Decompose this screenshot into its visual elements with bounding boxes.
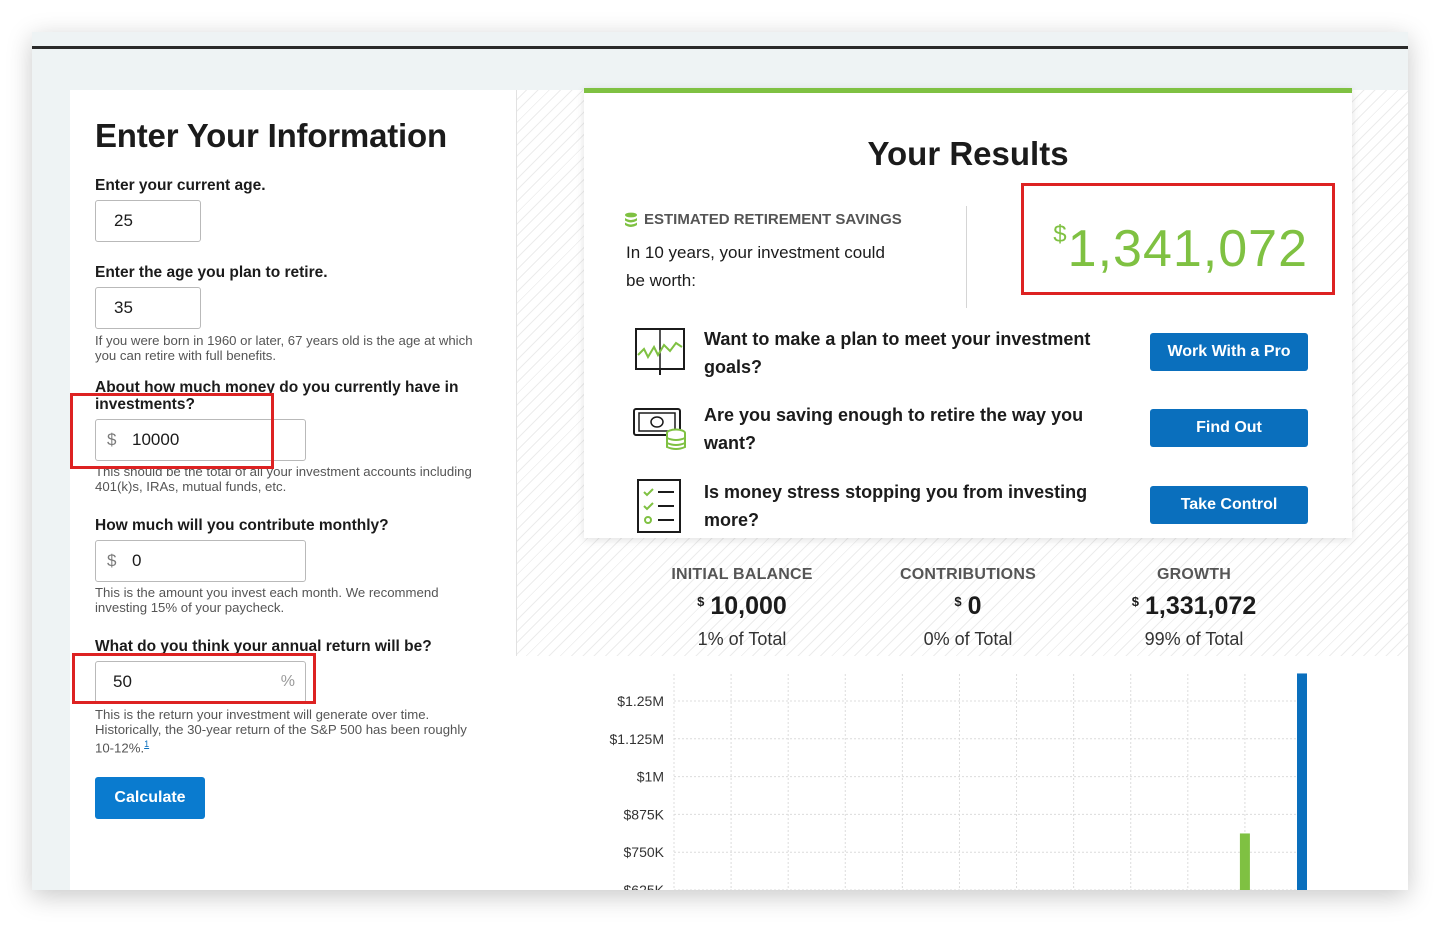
stat-heading: GROWTH	[1156, 566, 1232, 583]
total-amount: 1,341,072	[1067, 220, 1308, 278]
stat-value: $10,000	[622, 592, 862, 621]
return-value: 50	[113, 672, 132, 691]
chart-y-tick-label: $1.25M	[617, 693, 664, 709]
investments-value: 10000	[132, 430, 180, 449]
stat-percent: 1% of Total	[697, 629, 787, 649]
return-help-text: This is the return your investment will …	[95, 707, 467, 756]
chart-y-tick-label: $750K	[624, 844, 665, 860]
results-title: Your Results	[867, 135, 1069, 172]
retire-age-label: Enter the age you plan to retire.	[95, 264, 328, 281]
stat-amount: 1,331,072	[1145, 592, 1257, 620]
highlight-return	[72, 653, 316, 704]
chart-monitor-icon	[635, 328, 685, 375]
stat-heading: INITIAL BALANCE	[671, 566, 813, 583]
growth-chart-area: $1.25M $1.125M $1M $875K $750K $625K	[516, 656, 1408, 890]
footnote-link[interactable]: 1	[144, 739, 150, 749]
cta-row-stress: Is money stress stopping you from invest…	[632, 478, 1312, 538]
chart-y-tick-label: $625K	[624, 882, 665, 890]
work-with-a-pro-button[interactable]: Work With a Pro	[1150, 333, 1308, 371]
monthly-currency: $	[107, 551, 117, 570]
stat-contributions: CONTRIBUTIONS $0 0% of Total	[848, 566, 1088, 650]
chart-y-tick-label: $875K	[624, 806, 665, 822]
take-control-button[interactable]: Take Control	[1150, 486, 1308, 524]
current-age-value: 25	[114, 211, 133, 230]
stat-amount: 0	[967, 592, 982, 620]
growth-chart: $1.25M $1.125M $1M $875K $750K $625K	[610, 673, 1307, 890]
input-panel: Enter Your Information Enter your curren…	[70, 90, 517, 890]
results-divider	[966, 206, 967, 308]
stat-initial-balance: INITIAL BALANCE $10,000 1% of Total	[622, 566, 862, 650]
stat-value: $0	[848, 592, 1088, 621]
stat-percent: 99% of Total	[1144, 629, 1244, 649]
cta-row-plan: Want to make a plan to meet your investm…	[632, 325, 1312, 385]
app-window: Enter Your Information Enter your curren…	[32, 32, 1408, 890]
highlight-investments	[70, 393, 274, 469]
coins-icon	[625, 212, 637, 227]
chart-y-tick-label: $1.125M	[610, 731, 664, 747]
stat-growth: GROWTH $1,331,072 99% of Total	[1074, 566, 1314, 650]
estimated-savings-label: ESTIMATED RETIREMENT SAVINGS	[644, 211, 902, 228]
stat-value: $1,331,072	[1074, 592, 1314, 621]
top-rule	[32, 46, 1408, 49]
stat-currency: $	[697, 594, 705, 609]
find-out-button[interactable]: Find Out	[1150, 409, 1308, 447]
stat-currency: $	[1131, 594, 1139, 609]
stat-amount: 10,000	[710, 592, 787, 620]
cta-stress-question: Is money stress stopping you from invest…	[704, 482, 1088, 530]
estimated-savings-heading: ESTIMATED RETIREMENT SAVINGS	[624, 211, 902, 228]
calculate-button[interactable]: Calculate	[95, 777, 205, 819]
cta-saving-question: Are you saving enough to retire the way …	[704, 405, 1084, 453]
retire-age-input[interactable]: 35	[95, 287, 201, 329]
stat-currency: $	[954, 594, 962, 609]
chart-bar[interactable]	[1239, 833, 1250, 890]
return-label: What do you think your annual return wil…	[95, 638, 432, 655]
current-age-input[interactable]: 25	[95, 200, 201, 242]
results-card: Your Results ESTIMATED RETIREMENT SAVING…	[584, 88, 1352, 538]
total-value: $1,341,072	[1053, 219, 1308, 279]
estimated-savings-text: In 10 years, your investment could be wo…	[626, 243, 885, 290]
highlight-total	[1021, 183, 1335, 295]
stat-heading: CONTRIBUTIONS	[900, 566, 1036, 583]
cta-row-saving: Are you saving enough to retire the way …	[632, 401, 1312, 461]
retire-age-help: If you were born in 1960 or later, 67 ye…	[95, 333, 473, 363]
investments-currency: $	[107, 430, 117, 449]
investments-input[interactable]: $ 10000	[95, 419, 306, 461]
chart-y-tick-label: $1M	[637, 769, 664, 785]
current-age-label: Enter your current age.	[95, 177, 266, 194]
retire-age-value: 35	[114, 298, 133, 317]
monthly-label: How much will you contribute monthly?	[95, 517, 389, 534]
return-help: This is the return your investment will …	[95, 707, 475, 755]
money-coins-icon	[633, 408, 686, 450]
stat-percent: 0% of Total	[923, 629, 1013, 649]
input-panel-title: Enter Your Information	[95, 117, 447, 154]
monthly-help: This is the amount you invest each month…	[95, 585, 439, 615]
monthly-input[interactable]: $ 0	[95, 540, 306, 582]
total-currency: $	[1053, 221, 1068, 248]
cta-plan-question: Want to make a plan to meet your investm…	[704, 329, 1091, 377]
checklist-icon	[637, 479, 681, 533]
chart-bar[interactable]	[1297, 673, 1307, 890]
investments-label: About how much money do you currently ha…	[95, 379, 459, 413]
percent-symbol: %	[280, 673, 295, 690]
monthly-value: 0	[132, 551, 142, 570]
